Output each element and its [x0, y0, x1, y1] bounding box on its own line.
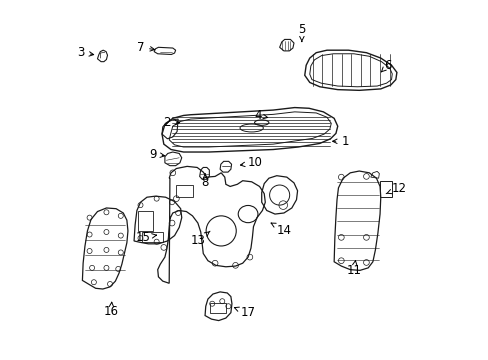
Text: 11: 11 — [346, 261, 361, 277]
Text: 9: 9 — [149, 148, 164, 161]
Text: 10: 10 — [240, 156, 263, 169]
Text: 5: 5 — [298, 23, 305, 41]
Text: 1: 1 — [332, 135, 348, 148]
Text: 14: 14 — [270, 223, 291, 237]
Text: 3: 3 — [78, 46, 94, 59]
Text: 16: 16 — [103, 302, 119, 319]
Text: 8: 8 — [201, 174, 208, 189]
Text: 7: 7 — [136, 41, 154, 54]
Text: 4: 4 — [254, 109, 267, 122]
Text: 12: 12 — [386, 182, 406, 195]
Text: 15: 15 — [135, 231, 156, 244]
Text: 17: 17 — [234, 306, 255, 319]
Text: 6: 6 — [381, 59, 391, 72]
Text: 2: 2 — [163, 116, 179, 129]
Text: 13: 13 — [190, 231, 209, 247]
